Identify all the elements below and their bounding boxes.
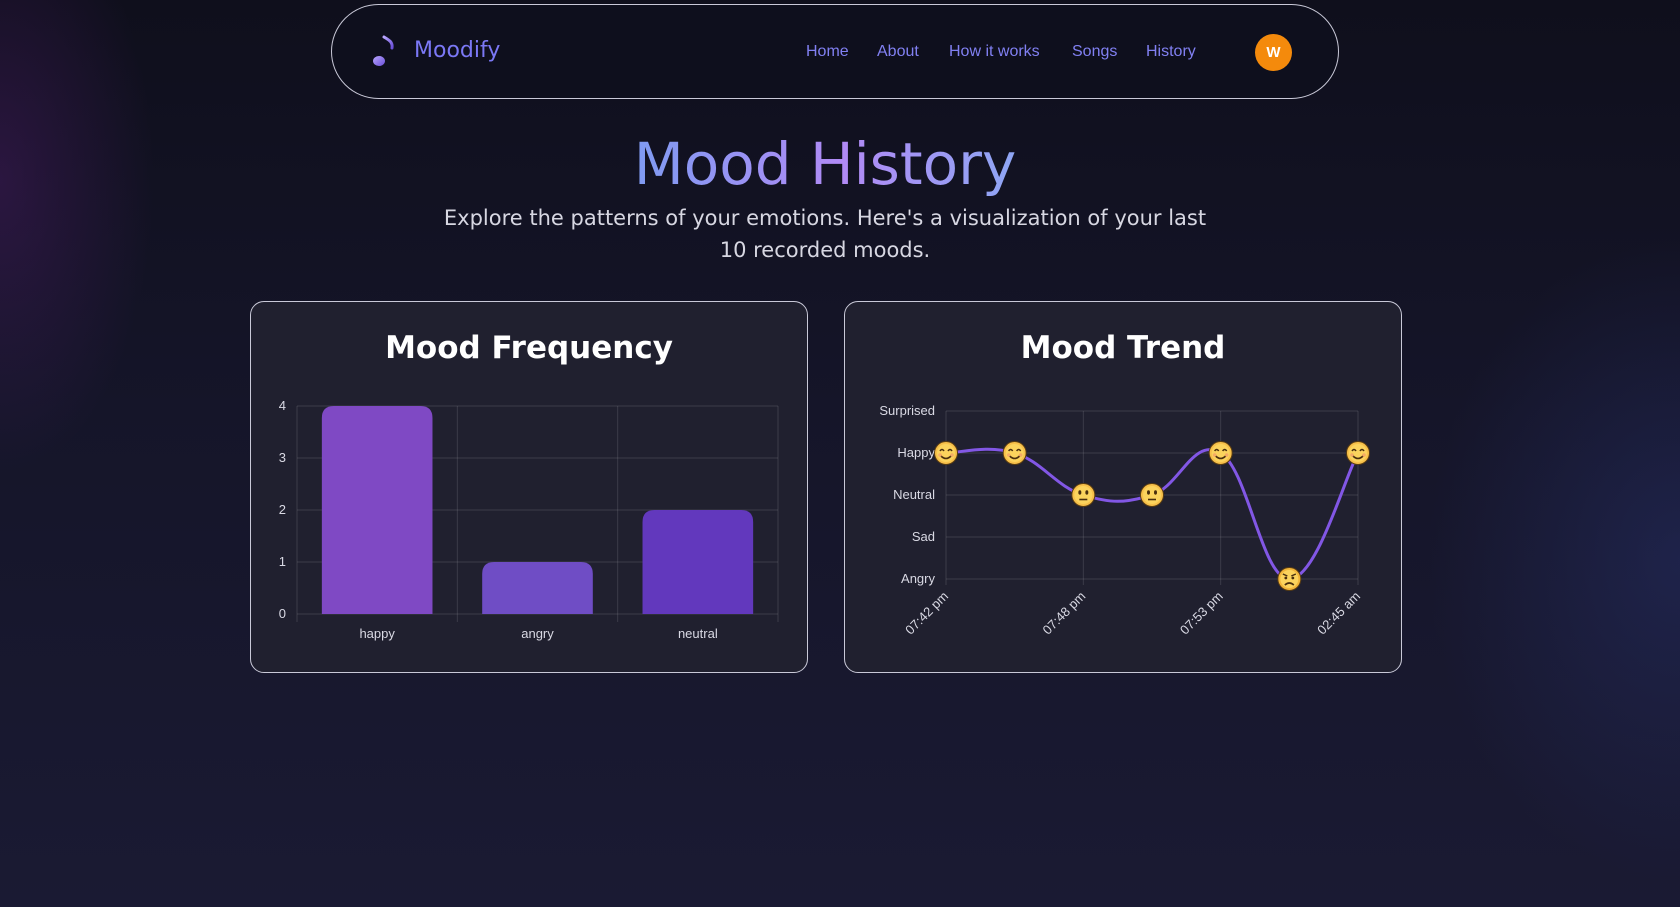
brand-name[interactable]: Moodify [414,38,501,63]
page-title-text: Mood History [633,130,1017,198]
bar-neutral [642,510,754,614]
nav-link-history[interactable]: History [1146,43,1196,60]
x-tick-label: 07:53 pm [1177,589,1226,638]
nav-link-how-it-works[interactable]: How it works [949,43,1040,60]
mood-frequency-title: Mood Frequency [385,330,673,366]
nav-link-songs[interactable]: Songs [1072,43,1118,60]
neutral-face-icon [1071,483,1096,507]
x-tick-label: neutral [678,626,718,641]
y-tick-label: Neutral [893,487,935,502]
mood-trend-chart: Angry Sad Neutral Happy Surprised 07:42 pm 07:… [879,403,1370,638]
user-avatar[interactable]: W [1255,34,1292,71]
y-tick-label: 1 [279,554,286,569]
nav-link-about[interactable]: About [877,43,919,60]
x-tick-label: angry [521,626,554,641]
neutral-face-icon [1140,483,1164,507]
y-tick-label: Sad [912,529,935,544]
page-title: Mood History [0,130,1650,198]
y-tick-label: 3 [279,450,286,465]
y-tick-label: Angry [901,571,935,586]
mood-trend-card: Mood Trend Angry Sad Neutral Happy Surprised… [844,301,1402,673]
mood-frequency-card: Mood Frequency 0 1 2 3 4 happy angry neutral [250,301,808,673]
y-tick-label: Happy [897,445,935,460]
mood-frequency-chart: 0 1 2 3 4 happy angry neutral [279,398,779,641]
x-tick-label: 02:45 am [1314,589,1363,638]
y-tick-label: Surprised [879,403,935,418]
y-tick-label: 4 [279,398,286,413]
bar-happy [321,406,433,614]
navbar: Moodify Home About How it works Songs Hi… [331,4,1339,99]
x-tick-label: 07:42 pm [902,589,951,638]
y-tick-label: 0 [279,606,286,621]
y-tick-label: 2 [279,502,286,517]
x-tick-label: 07:48 pm [1040,589,1089,638]
smiling-face-icon [1346,441,1370,465]
mood-trend-title: Mood Trend [1020,330,1226,366]
music-note-icon[interactable] [368,33,398,71]
mood-trend-line [945,447,1360,581]
smiling-face-icon [1208,441,1233,465]
bar-angry [482,562,593,614]
smiling-face-icon [934,441,958,465]
nav-link-home[interactable]: Home [806,43,849,60]
page-subtitle: Explore the patterns of your emotions. H… [443,206,1207,262]
angry-face-icon [1277,567,1302,591]
x-tick-label: happy [359,626,395,641]
smiling-face-icon [1002,441,1027,465]
